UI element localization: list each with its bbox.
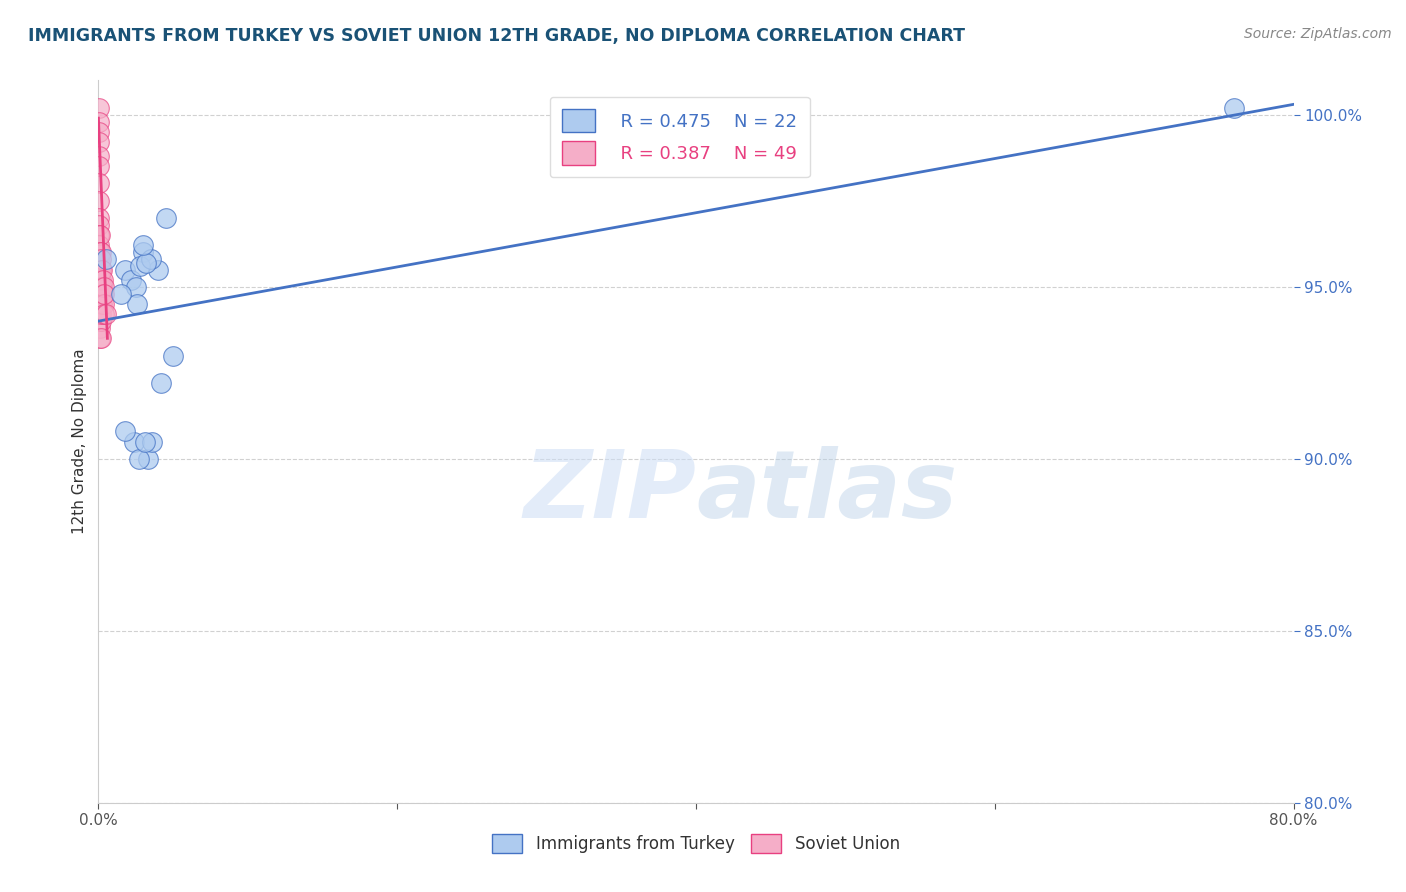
Point [162, 349, 184, 363]
Point [89, 114, 111, 128]
Legend: Immigrants from Turkey, Soviet Union: Immigrants from Turkey, Soviet Union [485, 827, 907, 860]
Point [134, 434, 156, 449]
Point [91, 286, 114, 301]
Point [94, 252, 117, 267]
Point [91, 297, 114, 311]
Point [89, 297, 111, 311]
Point [89, 101, 111, 115]
Point [89, 262, 111, 277]
Point [90, 314, 112, 328]
Point [89, 211, 111, 225]
Point [90, 252, 112, 267]
Point [89, 194, 111, 208]
Point [150, 376, 173, 390]
Point [90, 245, 112, 260]
Point [89, 321, 111, 335]
Point [90, 262, 112, 277]
Point [132, 245, 155, 260]
Point [89, 286, 111, 301]
Point [132, 238, 155, 252]
Point [90, 286, 112, 301]
Point [90, 297, 112, 311]
Text: Source: ZipAtlas.com: Source: ZipAtlas.com [1244, 27, 1392, 41]
Point [89, 245, 111, 260]
Point [89, 238, 111, 252]
Point [89, 159, 111, 173]
Point [94, 307, 117, 321]
Point [93, 286, 115, 301]
Point [91, 279, 114, 293]
Point [155, 211, 177, 225]
Point [128, 451, 150, 466]
Text: ZIP: ZIP [523, 446, 696, 538]
Point [89, 273, 111, 287]
Point [148, 262, 170, 277]
Point [91, 273, 114, 287]
Point [90, 273, 112, 287]
Point [129, 259, 152, 273]
Point [89, 149, 111, 163]
Point [89, 331, 111, 345]
Point [89, 286, 111, 301]
Point [120, 273, 142, 287]
Y-axis label: 12th Grade, No Diploma: 12th Grade, No Diploma [72, 349, 87, 534]
Point [93, 279, 115, 293]
Point [89, 297, 111, 311]
Point [89, 307, 111, 321]
Point [135, 255, 157, 269]
Point [89, 135, 111, 149]
Point [90, 279, 112, 293]
Point [89, 228, 111, 243]
Point [110, 286, 132, 301]
Point [89, 218, 111, 232]
Point [89, 279, 111, 293]
Point [136, 451, 159, 466]
Point [125, 279, 148, 293]
Point [89, 228, 111, 243]
Point [139, 252, 162, 267]
Point [89, 125, 111, 139]
Point [89, 279, 111, 293]
Point [91, 262, 114, 277]
Point [1223, 101, 1246, 115]
Point [90, 307, 112, 321]
Point [141, 434, 163, 449]
Text: atlas: atlas [696, 446, 957, 538]
Point [89, 262, 111, 277]
Point [89, 177, 111, 191]
Text: IMMIGRANTS FROM TURKEY VS SOVIET UNION 12TH GRADE, NO DIPLOMA CORRELATION CHART: IMMIGRANTS FROM TURKEY VS SOVIET UNION 1… [28, 27, 965, 45]
Point [90, 331, 112, 345]
Point [89, 245, 111, 260]
Point [89, 252, 111, 267]
Point [93, 297, 115, 311]
Point [114, 262, 136, 277]
Point [89, 307, 111, 321]
Point [93, 307, 115, 321]
Point [124, 434, 146, 449]
Point [127, 297, 149, 311]
Point [114, 424, 136, 438]
